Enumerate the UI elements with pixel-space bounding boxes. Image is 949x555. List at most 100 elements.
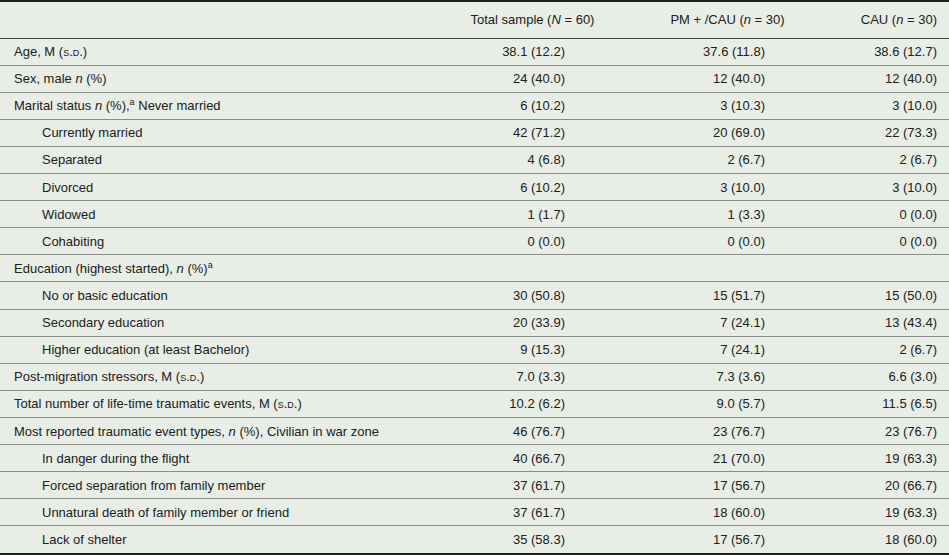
text-segment: Total sample ( [471,12,552,27]
total-sample-value: 7.0 (3.3) [440,363,625,390]
table-header: Total sample (N = 60) PM + /CAU (n = 30)… [0,1,949,38]
total-sample-value: 4 (6.8) [440,146,625,173]
total-sample-value: 30 (50.8) [440,282,625,309]
cau-value: 19 (63.3) [830,445,949,472]
row-label: Age, M (s.d.) [0,38,440,65]
total-sample-value: 37 (61.7) [440,499,625,526]
total-sample-value: 35 (58.3) [440,526,625,554]
pm-cau-value: 2 (6.7) [625,146,830,173]
table-row: Sex, male n (%)24 (40.0)12 (40.0)12 (40.… [0,65,949,92]
header-row: Total sample (N = 60) PM + /CAU (n = 30)… [0,1,949,38]
text-segment: CAU ( [861,12,896,27]
row-label: Post-migration stressors, M (s.d.) [0,363,440,390]
row-label: Widowed [0,201,440,228]
cau-value: 3 (10.0) [830,92,949,119]
row-label: Unnatural death of family member or frie… [0,499,440,526]
table-body: Age, M (s.d.)38.1 (12.2)37.6 (11.8)38.6 … [0,38,949,554]
row-label: Sex, male n (%) [0,65,440,92]
text-segment: No or basic education [42,288,168,303]
header-cau: CAU (n = 30) [830,1,949,38]
text-segment: Currently married [42,125,142,140]
text-segment: ) [297,396,301,411]
table-row: Higher education (at least Bachelor)9 (1… [0,336,949,363]
total-sample-value: 6 (10.2) [440,174,625,201]
cau-value: 22 (73.3) [830,119,949,146]
text-segment: (%), [102,98,129,113]
text-segment: (%) [83,71,107,86]
total-sample-value: 40 (66.7) [440,445,625,472]
pm-cau-value: 7 (24.1) [625,336,830,363]
sample-characteristics-table: Total sample (N = 60) PM + /CAU (n = 30)… [0,0,949,555]
row-label: Secondary education [0,309,440,336]
cau-value: 12 (40.0) [830,65,949,92]
row-label: In danger during the flight [0,445,440,472]
table-row: Total number of life-time traumatic even… [0,390,949,417]
pm-cau-value: 7.3 (3.6) [625,363,830,390]
pm-cau-value: 0 (0.0) [625,228,830,255]
header-pm-cau: PM + /CAU (n = 30) [625,1,830,38]
total-sample-value: 6 (10.2) [440,92,625,119]
text-segment: n [229,424,236,439]
cau-value: 2 (6.7) [830,336,949,363]
pm-cau-value: 21 (70.0) [625,445,830,472]
total-sample-value: 20 (33.9) [440,309,625,336]
cau-value: 15 (50.0) [830,282,949,309]
text-segment: Marital status [14,98,95,113]
text-segment: ) [83,44,87,59]
row-label: Lack of shelter [0,526,440,554]
table-row: Post-migration stressors, M (s.d.)7.0 (3… [0,363,949,390]
text-segment: N [551,12,560,27]
table-row: No or basic education 30 (50.8)15 (51.7)1… [0,282,949,309]
pm-cau-value: 17 (56.7) [625,526,830,554]
pm-cau-value: 18 (60.0) [625,499,830,526]
table-row: Widowed1 (1.7)1 (3.3)0 (0.0) [0,201,949,228]
pm-cau-value: 17 (56.7) [625,472,830,499]
row-label: Forced separation from family member [0,472,440,499]
text-segment: Most reported traumatic event types, [14,424,229,439]
table-row: Unnatural death of family member or frie… [0,499,949,526]
total-sample-value: 9 (15.3) [440,336,625,363]
pm-cau-value: 15 (51.7) [625,282,830,309]
pm-cau-value: 12 (40.0) [625,65,830,92]
table-row: Cohabiting0 (0.0)0 (0.0)0 (0.0) [0,228,949,255]
cau-value: 19 (63.3) [830,499,949,526]
total-sample-value: 0 (0.0) [440,228,625,255]
table-row: Lack of shelter35 (58.3)17 (56.7)18 (60.… [0,526,949,554]
header-label-column [0,1,440,38]
text-segment: = 60) [561,12,595,27]
cau-value: 3 (10.0) [830,174,949,201]
table-row: Education (highest started), n (%)a [0,255,949,282]
cau-value [830,255,949,282]
text-segment: Cohabiting [42,234,104,249]
total-sample-value: 46 (76.7) [440,418,625,445]
cau-value: 0 (0.0) [830,201,949,228]
text-segment: Education (highest started), [14,261,177,276]
cau-value: 2 (6.7) [830,146,949,173]
pm-cau-value: 7 (24.1) [625,309,830,336]
header-total-sample: Total sample (N = 60) [440,1,625,38]
table-row: Currently married 42 (71.2)20 (69.0)22 (7… [0,119,949,146]
row-label: Education (highest started), n (%)a [0,255,440,282]
text-segment: n [177,261,184,276]
total-sample-value: 24 (40.0) [440,65,625,92]
text-segment: Age, M ( [14,44,63,59]
text-segment: Separated [42,152,102,167]
text-segment: Divorced [42,180,93,195]
text-segment: n [744,12,751,27]
text-segment: Total number of life-time traumatic even… [14,396,278,411]
text-segment: = 30) [903,12,937,27]
row-label: Most reported traumatic event types, n (… [0,418,440,445]
pm-cau-value: 23 (76.7) [625,418,830,445]
text-segment: Forced separation from family member [42,478,265,493]
total-sample-value: 37 (61.7) [440,472,625,499]
row-label: Cohabiting [0,228,440,255]
text-segment: (%), Civilian in war zone [236,424,379,439]
total-sample-value: 42 (71.2) [440,119,625,146]
pm-cau-value: 20 (69.0) [625,119,830,146]
row-label: Marital status n (%),a Never married [0,92,440,119]
cau-value: 38.6 (12.7) [830,38,949,65]
text-segment: (%) [184,261,208,276]
row-label: No or basic education [0,282,440,309]
text-segment: s.d. [180,369,200,384]
pm-cau-value: 3 (10.3) [625,92,830,119]
